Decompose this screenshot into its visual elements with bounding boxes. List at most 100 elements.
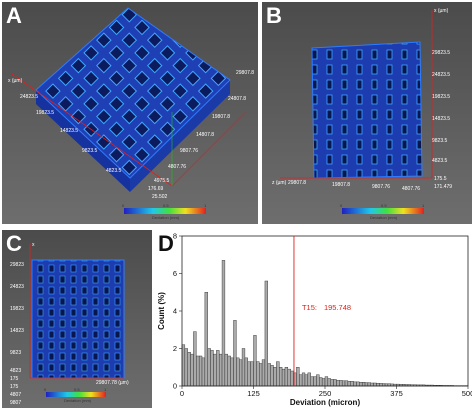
threshold-label: T15:	[302, 303, 317, 312]
panel-b-colorbar-max: 1	[422, 203, 425, 208]
panel-a-tick: 14823.5	[60, 128, 78, 134]
histogram-bar	[181, 344, 186, 387]
histogram-bar	[299, 374, 303, 387]
histogram-bar	[324, 376, 329, 387]
panel-b-specimen	[311, 41, 423, 179]
histogram-bar	[316, 374, 320, 387]
y-tick-label: 4	[173, 307, 177, 316]
histogram-bar	[313, 376, 317, 387]
histogram-bar	[190, 353, 194, 387]
histogram-bar	[319, 377, 323, 387]
histogram-bar	[187, 352, 191, 387]
panel-a-specimen	[35, 7, 231, 179]
panel-c-label: C	[6, 231, 22, 256]
histogram-bar	[218, 353, 223, 387]
panel-b-tick: 4807.76	[402, 186, 420, 192]
x-axis-label: Deviation (micron)	[290, 398, 361, 407]
histogram-bar	[224, 353, 228, 387]
panel-a-tick: 24823.5	[20, 94, 38, 100]
histogram-bar	[247, 361, 251, 387]
panel-c-tick-labels: x 29823 24823 19823 14823 9823 4823 175 …	[10, 242, 129, 406]
y-axis-label: Count (%)	[157, 292, 166, 330]
histogram-bar	[336, 380, 340, 387]
histogram-bar	[370, 382, 374, 387]
y-tick-label: 8	[173, 232, 177, 241]
panel-c-render: x 29823 24823 19823 14823 9823 4823 175 …	[2, 230, 152, 408]
panel-b-tick: 19823.5	[432, 94, 450, 100]
panel-c-specimen	[31, 259, 125, 379]
panel-a-colorbar-title: Deviation (mm)	[152, 215, 180, 220]
histogram-bar	[304, 374, 309, 387]
y-tick-label: 2	[173, 344, 177, 353]
panel-b: x (µm) 29823.5 24823.5 19823.5 14823.5 9…	[262, 2, 472, 224]
panel-b-tick: 24823.5	[432, 72, 450, 78]
panel-a: x (µm) 24823.5 19823.5 14823.5 9823.5 48…	[2, 2, 258, 224]
histogram-bar	[198, 355, 203, 387]
panel-b-render: x (µm) 29823.5 24823.5 19823.5 14823.5 9…	[262, 2, 472, 224]
histogram-bar	[273, 367, 277, 387]
panel-c-tick: 175	[10, 384, 19, 390]
plot-frame	[181, 235, 469, 387]
histogram-bar	[353, 381, 357, 387]
histogram-bar	[230, 357, 234, 387]
histogram-bar	[227, 355, 231, 387]
histogram-bar	[241, 348, 246, 387]
histogram-bar	[284, 367, 289, 387]
panel-b-tick: 29807.8	[288, 180, 306, 186]
panel-a-colorbar-max: 1	[204, 203, 207, 208]
x-tick-label: 0	[180, 389, 184, 398]
panel-b-tick: 14823.5	[432, 116, 450, 122]
x-tick-label: 375	[390, 389, 403, 398]
histogram-bar	[184, 348, 188, 387]
panel-c-colorbar-max: 1	[104, 387, 107, 392]
histogram-bar	[259, 363, 263, 387]
histogram-bar	[356, 381, 360, 387]
panel-b-colorbar-min: 0	[340, 203, 343, 208]
panel-c-tick: 175	[10, 376, 19, 382]
panel-a-colorbar-min: 0	[122, 203, 125, 208]
panel-a-colorbar-mid: 0.5	[163, 203, 169, 208]
panel-c-colorbar-title: Deviation (mm)	[64, 398, 92, 403]
panel-b-tick: 4823.5	[432, 158, 448, 164]
panel-a-render: x (µm) 24823.5 19823.5 14823.5 9823.5 48…	[2, 2, 258, 224]
panel-a-tick: 4823.5	[106, 168, 122, 174]
panel-b-tick: 9823.5	[432, 138, 448, 144]
panel-a-specimen-side	[36, 90, 130, 192]
histogram-bar	[238, 359, 243, 387]
panel-c-tick: 9807	[10, 400, 21, 406]
histogram-bar	[296, 367, 300, 387]
panel-c-colorbar-min: 0	[44, 387, 47, 392]
histogram-bar	[236, 357, 240, 387]
histogram-bar	[244, 357, 248, 387]
histogram-bar	[350, 381, 354, 387]
panel-a-axis-red	[11, 73, 173, 187]
histogram-bar	[233, 320, 237, 387]
histogram-bar	[330, 379, 334, 387]
histogram-bar	[376, 382, 380, 387]
panel-a-colorbar: 0 0.5 1 Deviation (mm)	[122, 203, 207, 220]
histogram-bar	[193, 331, 197, 387]
histogram-bar	[210, 350, 214, 387]
histogram-bar	[333, 379, 337, 387]
histogram-bar	[267, 363, 271, 387]
panel-b-colorbar: 0 0.5 1 Deviation (mm)	[340, 203, 425, 220]
histogram-bar	[327, 378, 331, 387]
histogram-bar	[250, 361, 254, 387]
histogram-bar	[290, 370, 294, 387]
histogram-bar	[287, 368, 291, 387]
panel-c-colorbar-mid: 0.5	[74, 387, 80, 392]
panel-a-tick: 19807.8	[212, 114, 230, 120]
panel-b-tick: 175.5	[434, 176, 447, 182]
y-tick-label: 0	[173, 382, 177, 391]
histogram-bar	[253, 335, 257, 387]
histogram-bars	[181, 260, 469, 387]
panel-b-tick: x (µm)	[434, 8, 449, 14]
panel-c-tick: 4823	[10, 368, 21, 374]
histogram-bar	[307, 372, 311, 387]
x-tick-label: 500	[462, 389, 472, 398]
panel-d-label: D	[158, 231, 174, 256]
histogram-chart: 0 2 4 6 8 0 125 250 375 500 T15: 195.748 Deviati…	[157, 232, 472, 408]
histogram-bar	[196, 355, 200, 387]
panel-b-tick: 171.479	[434, 184, 452, 190]
x-axis-ticks: 0 125 250 375 500	[180, 386, 472, 398]
